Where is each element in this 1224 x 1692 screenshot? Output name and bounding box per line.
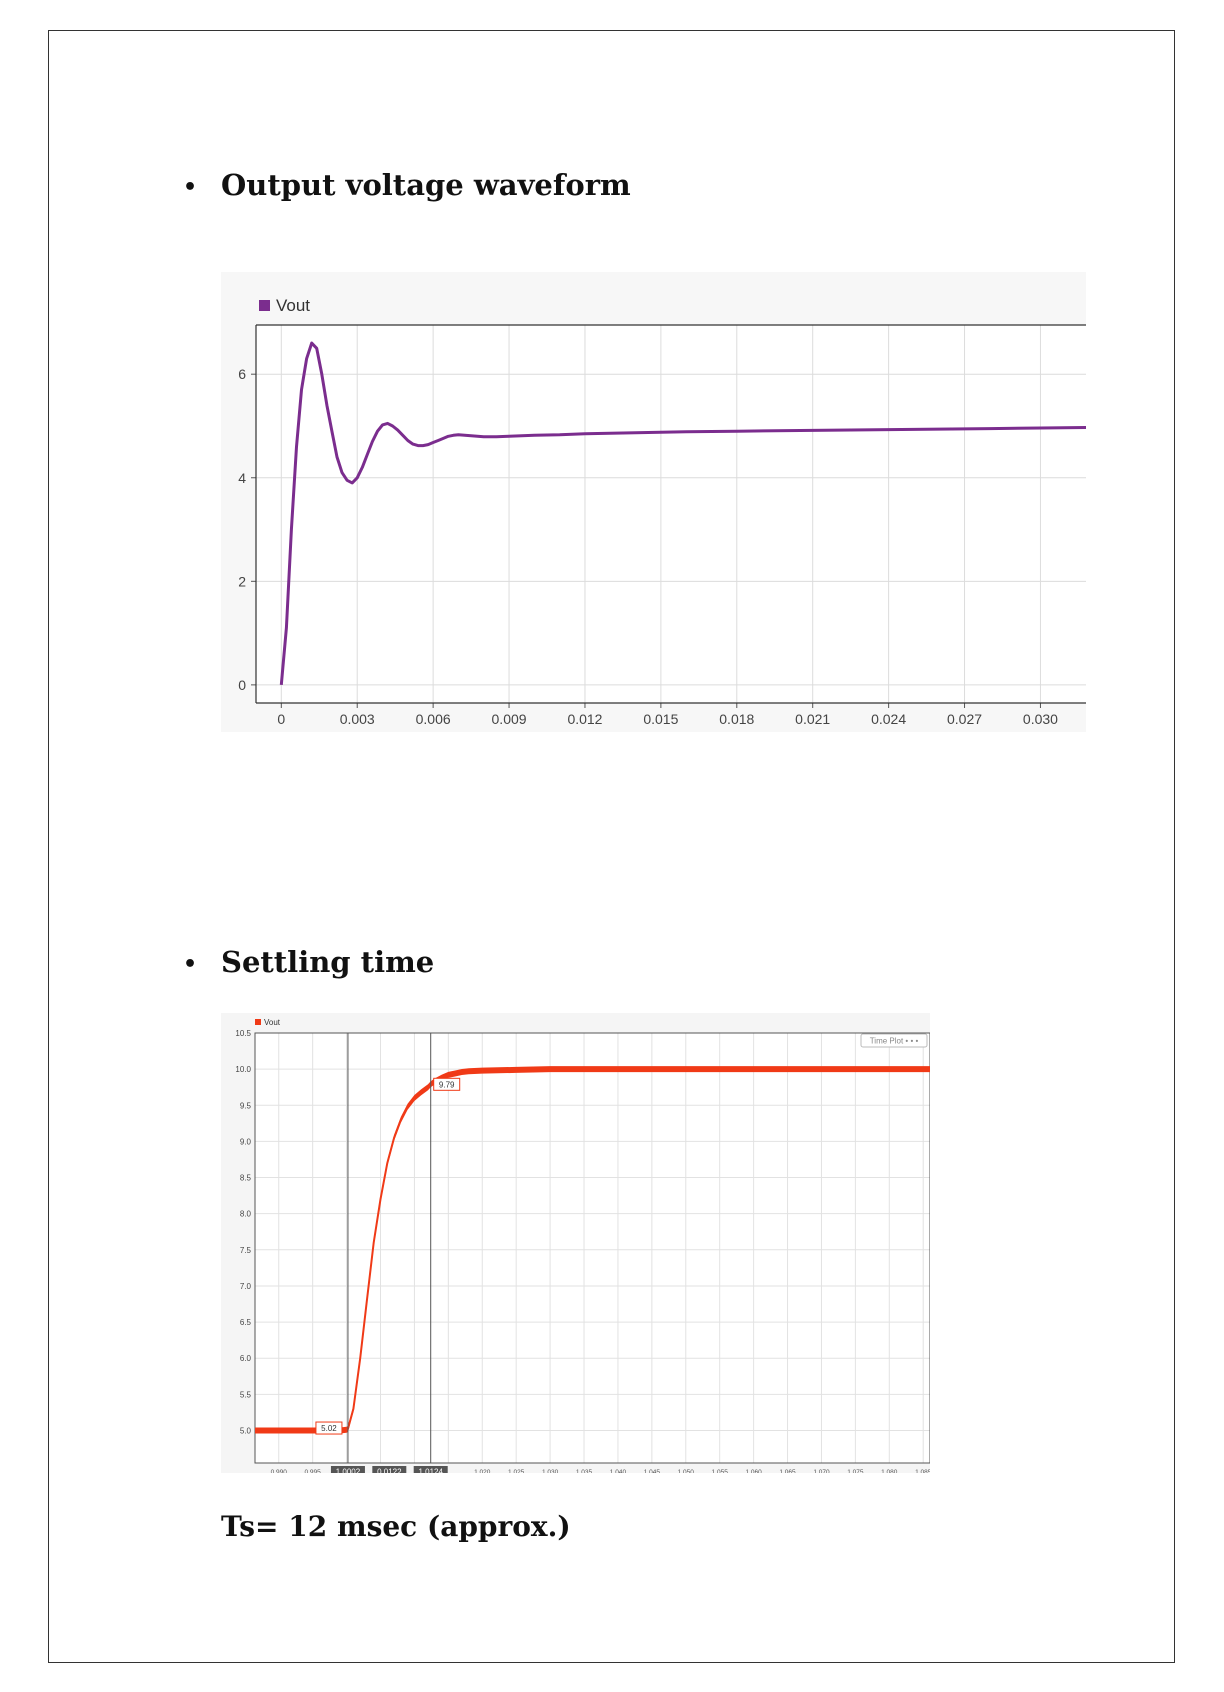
- x-tick-label: 1.070: [813, 1469, 830, 1473]
- x-tick-label: 1.030: [542, 1469, 559, 1473]
- cursor-time-label: 1.0002: [336, 1468, 361, 1474]
- x-tick-label: 1.020: [474, 1469, 491, 1473]
- x-tick-label: 0.027: [947, 711, 982, 727]
- legend-swatch: [259, 300, 270, 311]
- x-tick-label: 1.040: [610, 1469, 627, 1473]
- x-tick-label: 0.030: [1023, 711, 1058, 727]
- y-tick-label: 4: [238, 470, 246, 486]
- vout-chart-svg: 0 2 4 6 0 0.003 0.006 0.009 0.012 0.015 0.018 0.021…: [238, 296, 1086, 727]
- x-tick-label: 1.055: [712, 1469, 729, 1473]
- x-tick-label: 1.025: [508, 1469, 525, 1473]
- y-tick-label: 6.5: [240, 1318, 252, 1327]
- cursor-time-box: [372, 1466, 407, 1473]
- y-tick-label: 9.0: [240, 1137, 252, 1146]
- x-tick-label: 0.021: [795, 711, 830, 727]
- series-line-vout: [255, 1068, 930, 1432]
- x-tick-label: 1.035: [576, 1469, 593, 1473]
- plot-border: [254, 1032, 930, 1464]
- bullet-marker: •: [183, 174, 198, 200]
- x-tick-label: 0: [277, 711, 285, 727]
- cursor-value-box: [315, 1421, 343, 1435]
- plot-area: [255, 1033, 930, 1463]
- x-tick-label: 0.006: [416, 711, 451, 727]
- y-tick-label: 5.0: [240, 1426, 252, 1435]
- x-tick-label: 1.075: [847, 1469, 864, 1473]
- y-tick-label: 5.5: [240, 1390, 252, 1399]
- x-tick-label: 0.009: [492, 711, 527, 727]
- cursor-value-label: 9.79: [439, 1080, 455, 1089]
- x-tick-label: 1.060: [745, 1469, 762, 1473]
- x-tick-label: 1.085: [915, 1469, 930, 1473]
- x-tick-label: 1.065: [779, 1469, 796, 1473]
- y-tick-label: 0: [238, 677, 246, 693]
- y-tick-label: 7.0: [240, 1282, 252, 1291]
- cursor-time-label: 0.0122: [377, 1468, 402, 1474]
- x-tick-label: 0.995: [305, 1469, 322, 1473]
- cursor-value-label: 5.02: [321, 1424, 337, 1433]
- bullet-marker: •: [183, 951, 198, 977]
- y-tick-label: 2: [238, 573, 246, 589]
- vout-chart: 0 2 4 6 0 0.003 0.006 0.009 0.012 0.015 0.018 0.021…: [221, 272, 1086, 732]
- heading-settling-time-text: Settling time: [221, 945, 435, 979]
- page-border: [48, 30, 1175, 1663]
- x-tick-label: 0.015: [643, 711, 678, 727]
- heading-output-voltage: • Output voltage waveform: [183, 168, 631, 202]
- heading-output-voltage-text: Output voltage waveform: [221, 168, 631, 202]
- x-tick-label: 1.080: [881, 1469, 898, 1473]
- y-tick-label: 6: [238, 366, 246, 382]
- x-tick-label: 0.012: [567, 711, 602, 727]
- y-tick-label: 10.5: [235, 1029, 251, 1038]
- y-tick-label: 8.5: [240, 1174, 252, 1183]
- legend-swatch: [255, 1019, 261, 1025]
- x-tick-label: 1.050: [678, 1469, 695, 1473]
- y-tick-label: 6.0: [240, 1354, 252, 1363]
- x-tick-label: 0.018: [719, 711, 754, 727]
- time-plot-button: [860, 1033, 928, 1048]
- x-tick-label: 0.990: [271, 1469, 288, 1473]
- legend-label: Vout: [264, 1018, 281, 1027]
- y-tick-label: 8.0: [240, 1210, 252, 1219]
- settling-time-note: Ts= 12 msec (approx.): [221, 1510, 571, 1543]
- x-tick-label: 0.024: [871, 711, 906, 727]
- legend-label: Vout: [276, 296, 310, 315]
- series-line-vout: [279, 341, 1086, 686]
- cursor-value-box: [433, 1077, 461, 1091]
- y-tick-label: 7.5: [240, 1246, 252, 1255]
- x-tick-label: 0.003: [340, 711, 375, 727]
- cursor-time-box: [330, 1466, 365, 1473]
- settling-chart-svg: 5.0 5.5 6.0 6.5 7.0 7.5 8.0 8.5 9.0 9.5 10.0 10.5 5.…: [235, 1018, 930, 1474]
- plot-area: [256, 325, 1086, 703]
- cursor-time-box: [413, 1466, 448, 1473]
- cursor-time-label: 1.0124: [418, 1468, 443, 1474]
- y-tick-label: 9.5: [240, 1101, 252, 1110]
- heading-settling-time: • Settling time: [183, 945, 434, 979]
- x-tick-label: 1.045: [644, 1469, 661, 1473]
- y-tick-label: 10.0: [235, 1065, 251, 1074]
- settling-chart: 5.0 5.5 6.0 6.5 7.0 7.5 8.0 8.5 9.0 9.5 10.0 10.5 5.…: [221, 1013, 930, 1473]
- time-plot-label: Time Plot • • •: [870, 1037, 919, 1046]
